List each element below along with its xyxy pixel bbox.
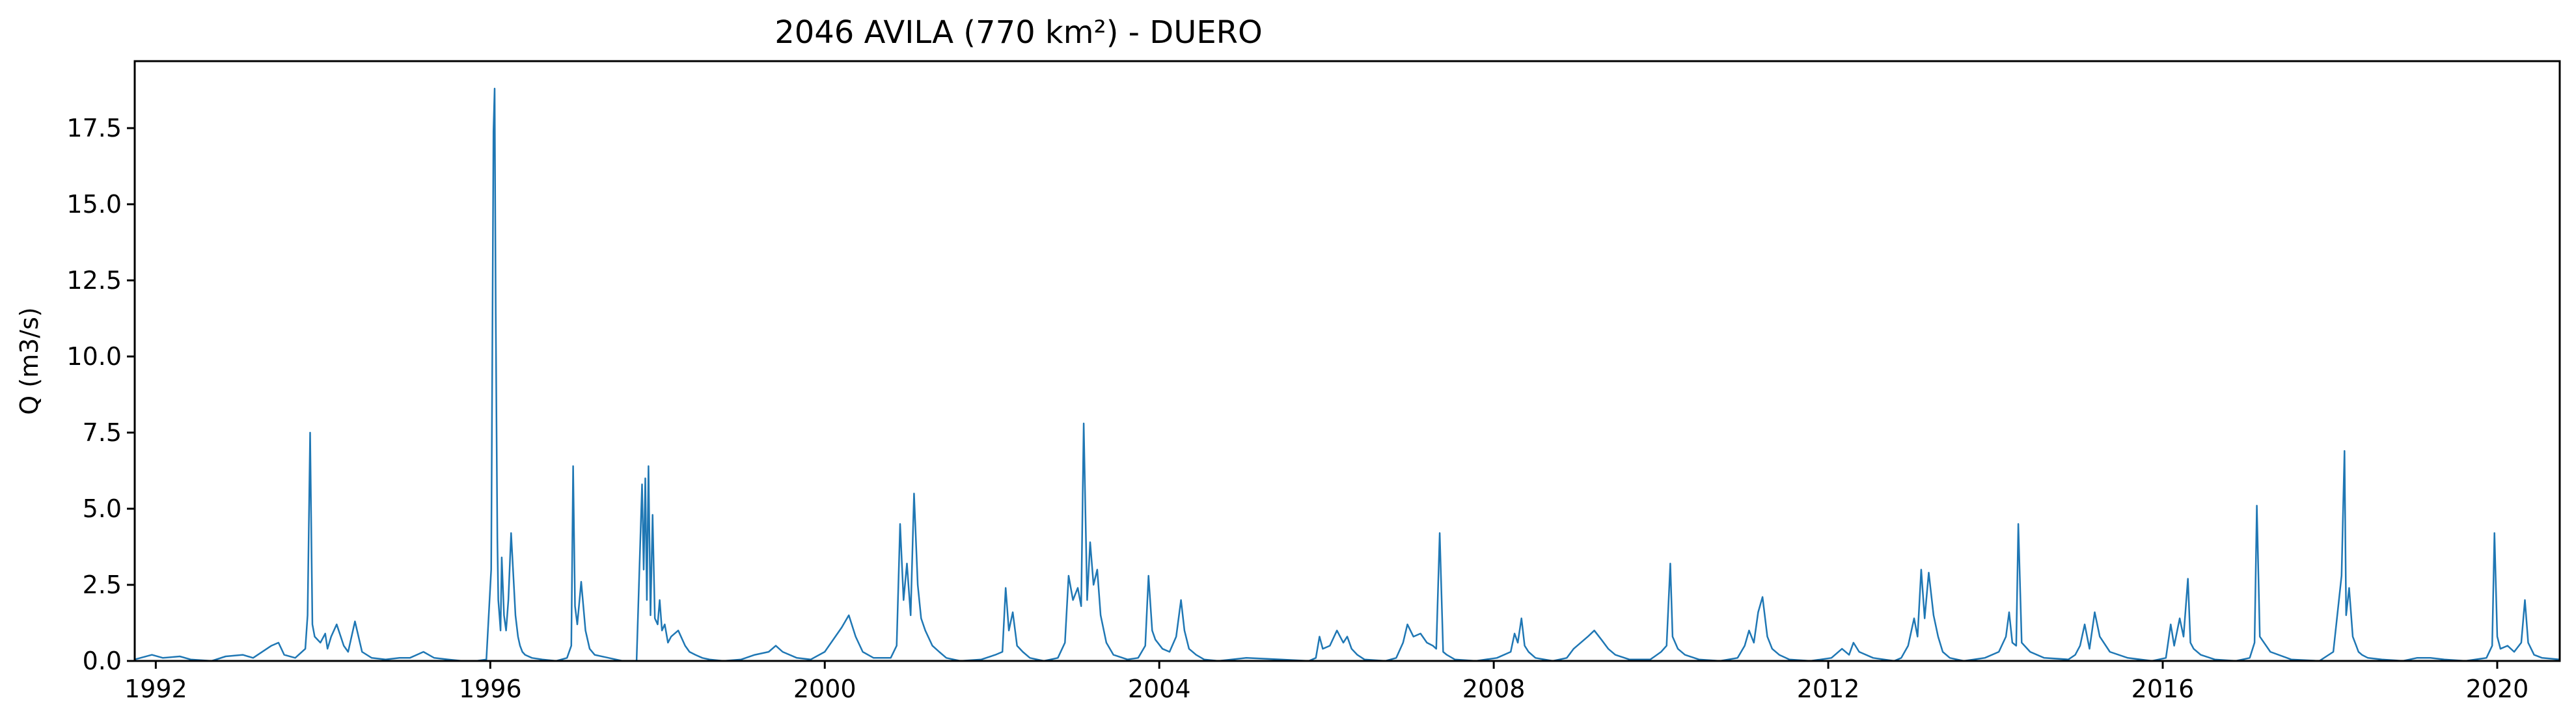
y-tick-label: 7.5	[83, 418, 122, 447]
x-tick-label: 2008	[1462, 675, 1526, 703]
x-tick-label: 2016	[2131, 675, 2195, 703]
y-axis-label: Q (m3/s)	[15, 307, 44, 414]
x-tick-label: 2020	[2466, 675, 2529, 703]
y-tick-label: 2.5	[83, 571, 122, 599]
y-tick-label: 0.0	[83, 647, 122, 675]
series-line-0	[134, 87, 2560, 662]
y-tick-label: 12.5	[66, 266, 122, 295]
ticks-layer: 0.0 2.5 5.0 7.5 10.0 12.5 15.0 17.5 1992 1996 2000…	[66, 114, 2528, 703]
y-tick-label: 10.0	[66, 342, 122, 371]
x-tick-label: 2004	[1128, 675, 1191, 703]
x-tick-label: 1996	[459, 675, 522, 703]
x-tick-label: 2000	[793, 675, 856, 703]
series-layer	[134, 87, 2560, 662]
plot-area-frame	[133, 60, 2561, 662]
y-tick-label: 15.0	[66, 190, 122, 219]
y-tick-label: 5.0	[83, 494, 122, 523]
x-tick-label: 2012	[1797, 675, 1860, 703]
chart-title: 2046 AVILA (770 km²) - DUERO	[774, 14, 1263, 51]
y-tick-label: 17.5	[66, 114, 122, 142]
x-tick-label: 1992	[124, 675, 187, 703]
